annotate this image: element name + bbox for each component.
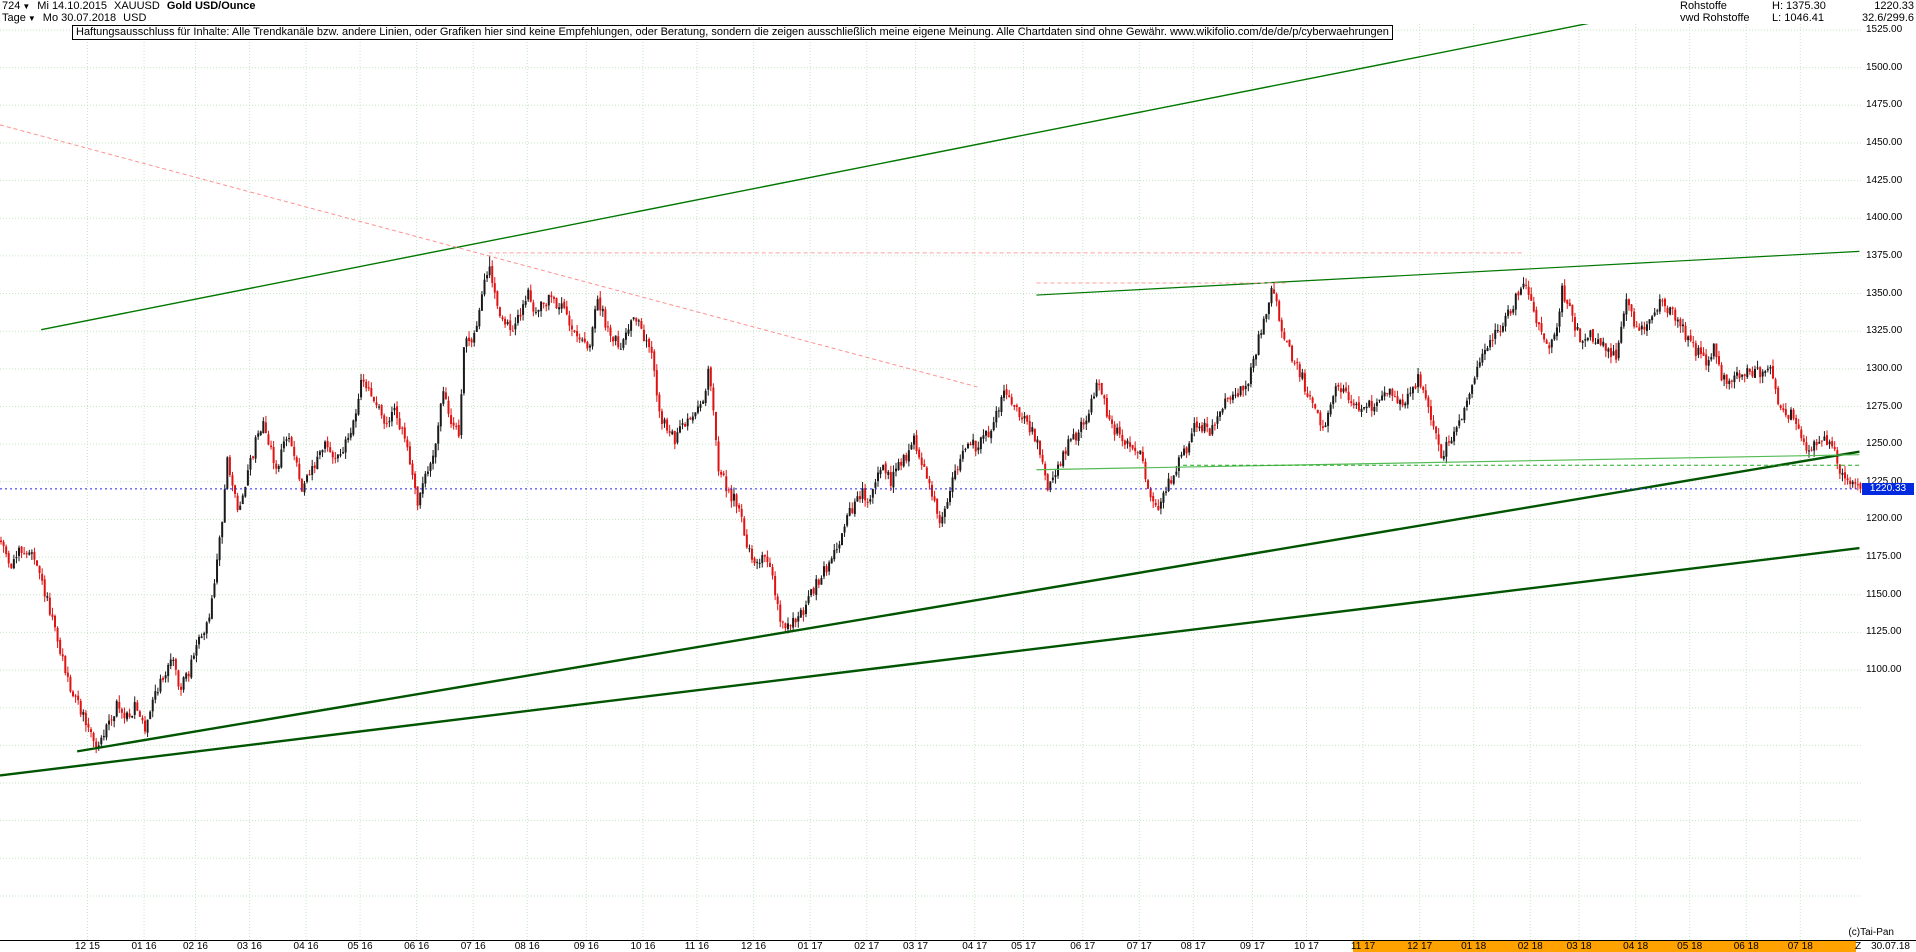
last-bar-date: 30.07.18 (1871, 941, 1910, 952)
x-axis-label: 04 17 (962, 941, 988, 952)
x-axis-label: 06 17 (1070, 941, 1096, 952)
uptrend-through-2016-high (41, 24, 1590, 331)
x-axis-label: 03 18 (1566, 941, 1592, 952)
x-axis-label: 11 16 (684, 941, 710, 952)
symbol-label: XAUUSD (114, 0, 160, 12)
x-axis-label: 06 16 (404, 941, 430, 952)
x-axis-label: 10 17 (1293, 941, 1319, 952)
data-source-label: vwd Rohstoffe (1680, 12, 1750, 24)
price-axis-label: 1200.00 (1866, 513, 1903, 525)
change-value: 32.6/299.6 (1862, 12, 1914, 24)
time-axis: 12 15 01 16 02 16 03 16 04 16 05 16 06 16 07 16… (0, 940, 1916, 952)
price-axis-label: 1150.00 (1866, 588, 1902, 600)
x-axis-label: 09 17 (1239, 941, 1265, 952)
group-label: Rohstoffe (1680, 0, 1727, 12)
grid-lines (0, 24, 1862, 940)
x-axis-label: 03 17 (903, 941, 929, 952)
x-axis-label: 07 17 (1126, 941, 1152, 952)
support-channel-thick-lower (0, 546, 1860, 777)
last-price-value: 1220.33 (1874, 0, 1914, 12)
x-axis-label: 02 17 (854, 941, 880, 952)
price-axis-label: 1125.00 (1866, 626, 1902, 638)
price-axis-label: 1525.00 (1866, 24, 1903, 35)
price-axis-label: 1225.00 (1866, 475, 1903, 487)
x-axis-label: 12 15 (74, 941, 100, 952)
chart-header-right: Rohstoffe H: 1375.30 1220.33 vwd Rohstof… (1680, 1, 1914, 25)
x-axis-label: 09 16 (573, 941, 599, 952)
x-axis-label: 07 16 (460, 941, 486, 952)
x-axis-label: 05 16 (347, 941, 373, 952)
x-axis-highlight-band (1352, 941, 1856, 952)
price-axis-label: 1325.00 (1866, 325, 1903, 337)
x-axis-label: 05 17 (1011, 941, 1037, 952)
x-axis-label: 04 16 (293, 941, 319, 952)
x-axis-label: 03 16 (236, 941, 262, 952)
chevron-down-icon: ▼ (22, 2, 31, 11)
x-axis-label: 02 16 (182, 941, 208, 952)
copyright-label: (c)Tai-Pan (1848, 927, 1894, 938)
chart-start-date: Mi 14.10.2015 (37, 0, 107, 12)
x-axis-label: 01 16 (131, 941, 157, 952)
x-axis-label: 06 18 (1733, 941, 1759, 952)
trend-lines (0, 24, 1860, 777)
x-axis-label: 08 16 (514, 941, 540, 952)
candles (0, 255, 1862, 754)
x-axis-label: 12 16 (741, 941, 767, 952)
price-axis-label: 1425.00 (1866, 174, 1903, 186)
chart-end-date: Mo 30.07.2018 (42, 12, 117, 24)
downtrend-red-dashed (0, 124, 978, 388)
period-dropdown[interactable]: Tage ▼ (2, 12, 36, 24)
x-axis-label: 04 18 (1623, 941, 1649, 952)
price-axis-label: 1500.00 (1866, 61, 1903, 73)
price-axis-label: 1475.00 (1866, 99, 1903, 111)
bars-count-dropdown[interactable]: 724 ▼ (2, 0, 31, 12)
chevron-down-icon: ▼ (27, 14, 36, 23)
disclaimer-text: Haftungsausschluss für Inhalte: Alle Tre… (76, 26, 1170, 38)
current-price-tag: 1220.33 (1862, 482, 1914, 495)
price-axis-label: 1300.00 (1866, 362, 1903, 374)
price-axis-label: 1450.00 (1866, 136, 1903, 148)
support-channel-thick-upper (76, 450, 1860, 753)
price-axis-label: 1350.00 (1866, 287, 1903, 299)
z-label: Z (1854, 941, 1862, 952)
price-axis-label: 1275.00 (1866, 400, 1903, 412)
x-axis-label: 08 17 (1180, 941, 1206, 952)
x-axis-label: 11 17 (1350, 941, 1376, 952)
low-value: L: 1046.41 (1772, 12, 1824, 24)
axis-end-date: Z 30.07.18 (1855, 941, 1910, 952)
price-axis: 1525.00 1500.00 1475.00 1450.00 1425.00 1400.… (1862, 0, 1916, 940)
x-axis-label: 10 16 (630, 941, 656, 952)
currency-label: USD (123, 12, 147, 24)
disclaimer-url: www.wikifolio.com/de/de/p/cyberwaehrunge… (1169, 26, 1389, 38)
price-axis-label: 1175.00 (1866, 551, 1902, 563)
support-light-green (1036, 454, 1860, 471)
price-axis-label: 1400.00 (1866, 212, 1903, 224)
resistance-top-right-green (1036, 250, 1860, 296)
price-axis-label: 1375.00 (1866, 249, 1903, 261)
x-axis-label: 01 17 (797, 941, 823, 952)
x-axis-label: 12 17 (1407, 941, 1433, 952)
chart-header-left: 724 ▼ Mi 14.10.2015 XAUUSD Gold USD/Ounce… (2, 1, 262, 25)
x-axis-label: 02 18 (1517, 941, 1543, 952)
high-value: H: 1375.30 (1772, 0, 1826, 12)
x-axis-label: 01 18 (1461, 941, 1487, 952)
x-axis-label: 05 18 (1677, 941, 1703, 952)
price-axis-label: 1250.00 (1866, 438, 1903, 450)
instrument-name: Gold USD/Ounce (166, 0, 256, 12)
disclaimer-box: Haftungsausschluss für Inhalte: Alle Tre… (72, 25, 1393, 40)
price-axis-label: 1100.00 (1866, 664, 1902, 676)
x-axis-label: 07 18 (1787, 941, 1813, 952)
